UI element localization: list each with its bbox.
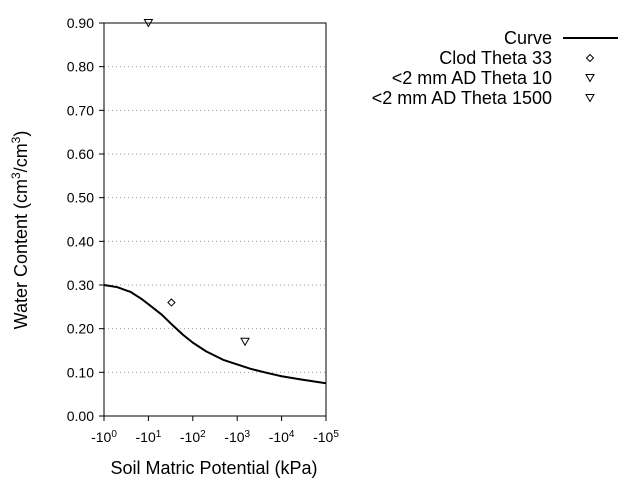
curve-layer	[103, 284, 327, 385]
y-axis-title-sup1: 3	[9, 172, 23, 179]
gridlines	[104, 22, 326, 373]
y-axis-title: Water Content (cm3/cm3)	[9, 131, 31, 330]
x-tick-label: -101	[136, 429, 162, 446]
y-axis-title-main: Water Content (cm	[11, 179, 31, 329]
legend-marker-swatch	[585, 53, 595, 63]
y-tick-label: 0.90	[67, 15, 94, 31]
x-tick-label: -104	[269, 429, 295, 446]
y-axis-title-sup2: 3	[9, 136, 23, 143]
x-tick-label: -103	[224, 429, 250, 446]
data-point-marker	[167, 298, 176, 307]
ticks	[99, 22, 327, 421]
y-tick-label: 0.60	[67, 146, 94, 162]
x-tick-labels: -100 -101 -102 -103 -104 -105	[91, 429, 339, 446]
legend-label: Clod Theta 33	[439, 48, 552, 68]
y-tick-labels: 0.00 0.10 0.20 0.30 0.40 0.50 0.60 0.70 0.80 0.90	[67, 15, 94, 424]
plot-frame	[103, 22, 327, 417]
y-tick-label: 0.70	[67, 102, 94, 118]
y-tick-label: 0.10	[67, 364, 94, 380]
marker-layer	[143, 19, 250, 347]
legend-marker-swatch	[585, 74, 595, 83]
y-tick-label: 0.30	[67, 277, 94, 293]
x-tick-label: -100	[91, 429, 117, 446]
curve-line	[103, 284, 327, 385]
data-point-marker	[240, 337, 250, 347]
y-tick-label: 0.80	[67, 59, 94, 75]
legend-label: <2 mm AD Theta 10	[392, 68, 552, 88]
y-tick-label: 0.00	[67, 408, 94, 424]
legend-marker-swatch	[585, 94, 595, 103]
y-tick-label: 0.40	[67, 233, 94, 249]
x-tick-label: -105	[313, 429, 339, 446]
x-tick-label: -102	[180, 429, 206, 446]
y-tick-label: 0.20	[67, 321, 94, 337]
legend-label: Curve	[504, 28, 552, 48]
y-axis-title-mid: /cm	[11, 143, 31, 172]
y-axis-title-end: )	[11, 131, 31, 137]
legend-label: <2 mm AD Theta 1500	[372, 88, 552, 108]
x-axis-title: Soil Matric Potential (kPa)	[110, 458, 317, 478]
y-tick-label: 0.50	[67, 190, 94, 206]
